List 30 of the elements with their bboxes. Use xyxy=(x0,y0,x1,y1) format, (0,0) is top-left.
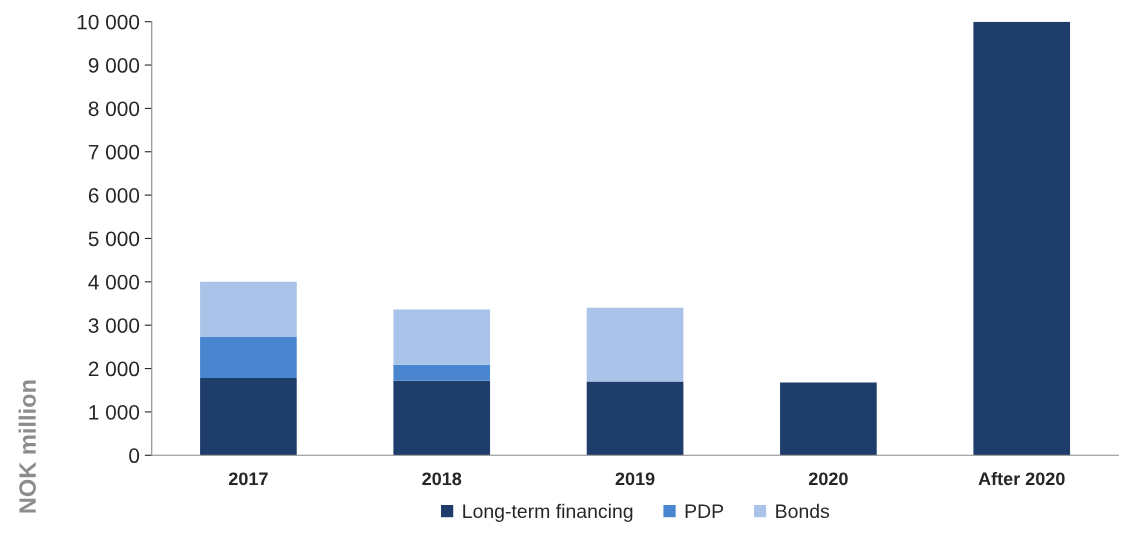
y-tick-label: 3 000 xyxy=(88,318,140,333)
bar xyxy=(586,381,684,456)
y-tick-label: 2 000 xyxy=(88,361,140,377)
y-tick-label: 5 000 xyxy=(88,231,140,247)
x-tick-label: 2018 xyxy=(422,472,462,486)
bar xyxy=(586,307,684,382)
y-axis-title: NOK million xyxy=(18,380,36,513)
y-tick-label: 7 000 xyxy=(88,144,140,160)
y-tick-label: 9 000 xyxy=(88,58,140,73)
y-tick-label: 4 000 xyxy=(88,274,140,290)
y-tick-label: 6 000 xyxy=(88,188,140,203)
x-tick-label: After 2020 xyxy=(978,471,1065,486)
bar xyxy=(200,336,297,379)
bar xyxy=(780,382,877,456)
legend-label: Long-term financing xyxy=(463,503,633,522)
x-tick-label: 2020 xyxy=(808,472,848,486)
bar xyxy=(393,309,491,365)
y-tick-label: 0 xyxy=(129,448,140,464)
bar xyxy=(393,380,491,456)
bar xyxy=(200,378,297,456)
legend-label: PDP xyxy=(685,504,724,518)
bar xyxy=(393,364,491,381)
x-tick-label: 2017 xyxy=(228,472,268,486)
y-tick-label: 1 000 xyxy=(89,404,140,420)
bar xyxy=(973,21,1071,456)
x-tick-label: 2019 xyxy=(615,472,655,486)
y-tick-label: 8 000 xyxy=(88,101,140,117)
y-tick-label: 10 000 xyxy=(77,14,140,30)
bar xyxy=(200,281,297,337)
legend-label: Bonds xyxy=(776,503,830,519)
